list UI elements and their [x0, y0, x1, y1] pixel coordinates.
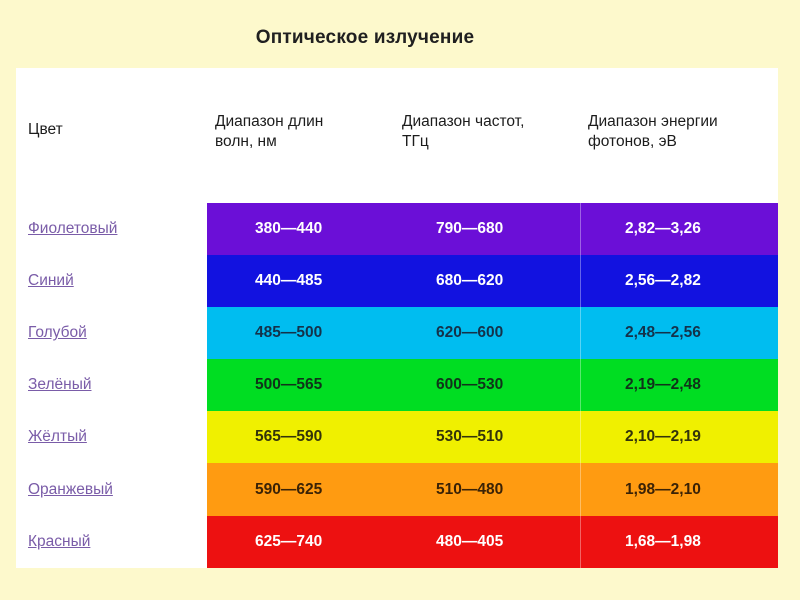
energy-value: 2,48—2,56 — [580, 307, 778, 360]
color-name-link[interactable]: Красный — [28, 532, 91, 550]
color-band: 500—565 600—530 2,19—2,48 — [207, 359, 778, 412]
table-row: Синий 440—485 680—620 2,56—2,82 — [16, 255, 778, 308]
color-name-cell: Жёлтый — [16, 411, 207, 464]
table-header-row: Цвет Диапазон длин волн, нм Диапазон час… — [16, 68, 778, 203]
table-body: Фиолетовый 380—440 790—680 2,82—3,26 Синий 44… — [16, 203, 778, 568]
color-name-link[interactable]: Голубой — [28, 324, 87, 342]
color-band: 590—625 510—480 1,98—2,10 — [207, 463, 778, 516]
table-row: Фиолетовый 380—440 790—680 2,82—3,26 — [16, 203, 778, 256]
column-header-frequency: Диапазон частот, ТГц — [402, 113, 525, 151]
table-row: Оранжевый 590—625 510—480 1,98—2,10 — [16, 463, 778, 516]
table-row: Красный 625—740 480—405 1,68—1,98 — [16, 515, 778, 568]
column-header-wavelength: Диапазон длин волн, нм — [215, 113, 324, 151]
energy-value: 1,68—1,98 — [580, 515, 778, 568]
frequency-value: 600—530 — [436, 376, 504, 394]
color-name-cell: Зелёный — [16, 359, 207, 412]
color-name-cell: Красный — [16, 515, 207, 568]
color-band: 565—590 530—510 2,10—2,19 — [207, 411, 778, 464]
frequency-value: 530—510 — [436, 428, 504, 446]
wavelength-value: 380—440 — [255, 220, 323, 238]
optical-radiation-table: Цвет Диапазон длин волн, нм Диапазон час… — [16, 68, 778, 568]
color-name-cell: Оранжевый — [16, 463, 207, 516]
column-header-color: Цвет — [28, 121, 63, 138]
energy-value: 2,10—2,19 — [580, 411, 778, 464]
color-name-cell: Синий — [16, 255, 207, 308]
color-name-cell: Голубой — [16, 307, 207, 360]
color-name-link[interactable]: Синий — [28, 272, 74, 290]
column-header-energy: Диапазон энергии фотонов, эВ — [588, 113, 718, 151]
energy-value: 2,56—2,82 — [580, 255, 778, 308]
color-band: 625—740 480—405 1,68—1,98 — [207, 515, 778, 568]
color-name-cell: Фиолетовый — [16, 203, 207, 256]
table-row: Жёлтый 565—590 530—510 2,10—2,19 — [16, 411, 778, 464]
wavelength-value: 590—625 — [255, 480, 323, 498]
wavelength-value: 625—740 — [255, 532, 323, 550]
color-name-link[interactable]: Жёлтый — [28, 428, 87, 446]
page-title: Оптическое излучение — [255, 27, 475, 48]
color-band: 440—485 680—620 2,56—2,82 — [207, 255, 778, 308]
frequency-value: 620—600 — [436, 324, 504, 342]
frequency-value: 510—480 — [436, 480, 504, 498]
wavelength-value: 485—500 — [255, 324, 323, 342]
energy-value: 2,82—3,26 — [580, 203, 778, 256]
frequency-value: 480—405 — [436, 532, 504, 550]
wavelength-value: 565—590 — [255, 428, 323, 446]
color-name-link[interactable]: Фиолетовый — [28, 220, 118, 238]
energy-value: 2,19—2,48 — [580, 359, 778, 412]
color-band: 485—500 620—600 2,48—2,56 — [207, 307, 778, 360]
color-band: 380—440 790—680 2,82—3,26 — [207, 203, 778, 256]
color-name-link[interactable]: Оранжевый — [28, 480, 113, 498]
wavelength-value: 440—485 — [255, 272, 323, 290]
wavelength-value: 500—565 — [255, 376, 323, 394]
frequency-value: 790—680 — [436, 220, 504, 238]
color-name-link[interactable]: Зелёный — [28, 376, 92, 394]
table-row: Голубой 485—500 620—600 2,48—2,56 — [16, 307, 778, 360]
energy-value: 1,98—2,10 — [580, 463, 778, 516]
frequency-value: 680—620 — [436, 272, 504, 290]
table-row: Зелёный 500—565 600—530 2,19—2,48 — [16, 359, 778, 412]
